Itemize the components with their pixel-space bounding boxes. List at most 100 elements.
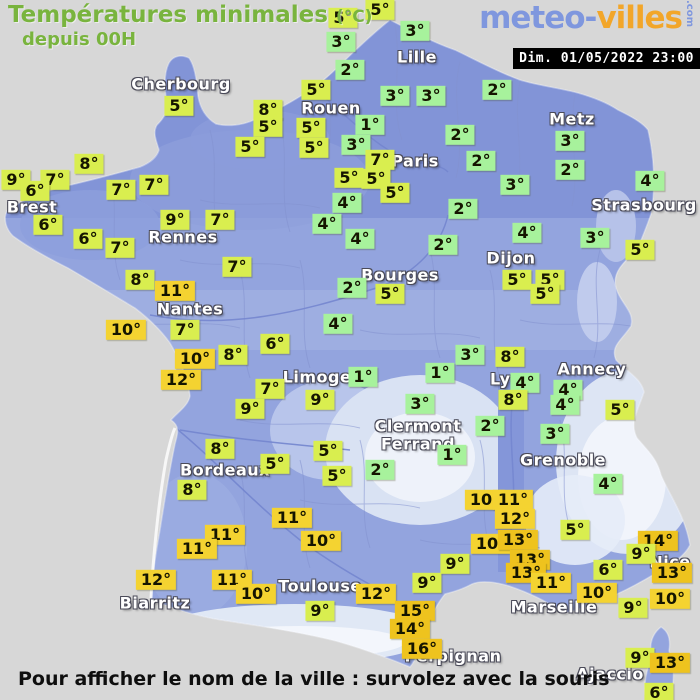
temp-label: 5°: [605, 399, 635, 421]
city-label[interactable]: Rennes: [148, 227, 218, 247]
page-subtitle: depuis 00H: [22, 29, 137, 50]
temp-label: 6°: [33, 214, 63, 236]
temp-label: 3°: [416, 85, 446, 107]
city-label[interactable]: Marseille: [510, 597, 598, 617]
temp-label: 10°: [300, 530, 342, 552]
temp-label: 5°: [375, 283, 405, 305]
temp-label: 5°: [502, 269, 532, 291]
logo-part-meteo: meteo-: [479, 0, 597, 36]
temp-label: 5°: [301, 79, 331, 101]
temp-label: 4°: [345, 228, 375, 250]
city-label[interactable]: Nantes: [156, 299, 224, 319]
temp-label: 15°: [394, 600, 436, 622]
temp-label: 4°: [593, 473, 623, 495]
city-label[interactable]: Brest: [6, 197, 58, 217]
city-label[interactable]: Bourges: [361, 265, 439, 285]
city-label[interactable]: Clermont: [374, 416, 462, 436]
city-label[interactable]: Toulouse: [278, 576, 362, 596]
temp-label: 5°: [322, 465, 352, 487]
city-label[interactable]: Grenoble: [519, 450, 607, 470]
meteo-villes-logo[interactable]: meteo-villes .com: [479, 0, 695, 36]
temp-label: 9°: [626, 543, 656, 565]
temp-label: 8°: [125, 269, 155, 291]
temp-label: 7°: [365, 149, 395, 171]
temp-label: 8°: [177, 479, 207, 501]
city-label[interactable]: Biarritz: [119, 593, 191, 613]
city-label[interactable]: Rouen: [301, 98, 361, 118]
temp-label: 10°: [649, 588, 691, 610]
temp-label: 2°: [445, 124, 475, 146]
temp-label: 11°: [176, 538, 218, 560]
temp-label: 9°: [412, 572, 442, 594]
temp-label: 1°: [355, 114, 385, 136]
temp-label: 5°: [560, 519, 590, 541]
temp-label: 10°: [174, 348, 216, 370]
temp-label: 9°: [305, 389, 335, 411]
temp-label: 1°: [437, 444, 467, 466]
temp-label: 6°: [593, 559, 623, 581]
temp-label: 7°: [205, 209, 235, 231]
temp-label: 7°: [106, 179, 136, 201]
temp-label: 5°: [253, 116, 283, 138]
temp-label: 4°: [512, 222, 542, 244]
temp-label: 10°: [576, 582, 618, 604]
temp-label: 16°: [401, 638, 443, 660]
temp-label: 3°: [405, 393, 435, 415]
city-label[interactable]: Strasbourg: [591, 195, 697, 215]
title-block: Températures minimales (°C) depuis 00H: [8, 2, 372, 50]
temp-label: 2°: [335, 59, 365, 81]
temp-label: 10°: [105, 319, 147, 341]
temp-label: 13°: [651, 562, 693, 584]
temp-label: 3°: [400, 20, 430, 42]
temp-label: 8°: [74, 153, 104, 175]
temp-label: 9°: [235, 398, 265, 420]
temp-label: 7°: [255, 378, 285, 400]
temp-label: 3°: [455, 344, 485, 366]
temp-label: 7°: [139, 174, 169, 196]
temp-label: 5°: [380, 182, 410, 204]
city-label[interactable]: Paris: [391, 151, 439, 171]
temp-label: 13°: [497, 529, 539, 551]
temp-label: 6°: [73, 228, 103, 250]
city-label[interactable]: Annecy: [557, 359, 627, 379]
city-label[interactable]: Ferrand: [380, 434, 456, 454]
temp-label: 4°: [510, 372, 540, 394]
temp-label: 3°: [380, 85, 410, 107]
temp-label: 8°: [205, 438, 235, 460]
temp-label: 9°: [625, 647, 655, 669]
temp-label: 2°: [365, 459, 395, 481]
temp-label: 4°: [332, 192, 362, 214]
logo-part-villes: villes: [596, 0, 683, 36]
temp-label: 5°: [235, 136, 265, 158]
temp-label: 5°: [334, 167, 364, 189]
temp-label: 5°: [260, 453, 290, 475]
city-label[interactable]: Lille: [397, 47, 437, 67]
city-label[interactable]: Metz: [549, 109, 595, 129]
temp-label: 3°: [341, 134, 371, 156]
temp-label: 2°: [448, 198, 478, 220]
city-label[interactable]: Ajaccio: [576, 664, 644, 684]
temp-label: 9°: [160, 209, 190, 231]
temp-label: 6°: [260, 333, 290, 355]
temp-label: 11°: [271, 507, 313, 529]
city-label[interactable]: Cherbourg: [131, 74, 231, 94]
temp-label: 12°: [355, 583, 397, 605]
temp-label: 4°: [312, 213, 342, 235]
temp-label: 3°: [540, 423, 570, 445]
temp-label: 3°: [326, 31, 356, 53]
temp-label: 12°: [494, 508, 536, 530]
city-label[interactable]: Limoges: [282, 367, 362, 387]
temp-label: 2°: [337, 277, 367, 299]
temp-label: 2°: [475, 415, 505, 437]
temp-label: 5°: [530, 283, 560, 305]
temp-label: 9°: [440, 553, 470, 575]
temp-label: 11°: [492, 489, 534, 511]
temp-label: 2°: [428, 234, 458, 256]
temp-label: 5°: [328, 7, 358, 29]
city-label[interactable]: Dijon: [486, 248, 536, 268]
temp-label: 3°: [580, 227, 610, 249]
city-label[interactable]: Bordeaux: [180, 460, 270, 480]
hover-hint-text: Pour afficher le nom de la ville : survo…: [18, 668, 610, 690]
temp-label: 11°: [154, 280, 196, 302]
